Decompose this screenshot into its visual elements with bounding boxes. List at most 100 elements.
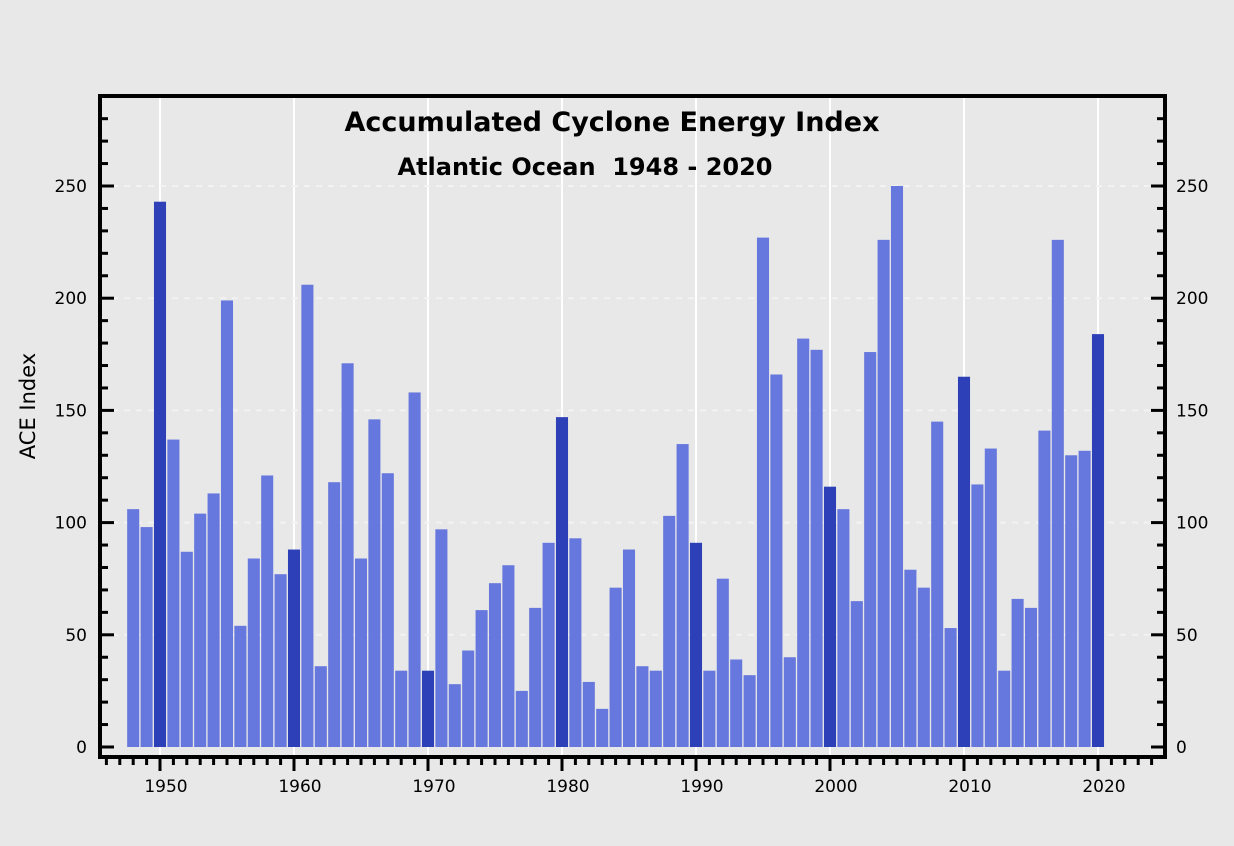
x-tick-label-2020: 2020: [1082, 777, 1125, 797]
right-y-tick-label-250: 250: [1176, 177, 1208, 197]
bar-1996: [770, 374, 783, 747]
left-y-tick-label-50: 50: [65, 626, 87, 646]
bar-1964: [341, 363, 354, 747]
bar-1986: [636, 666, 649, 747]
bar-2013: [998, 670, 1011, 747]
bar-1957: [247, 558, 260, 747]
bar-1999: [810, 349, 823, 747]
bar-1969: [408, 392, 421, 747]
bar-1995: [756, 237, 770, 747]
y-axis-label: ACE Index: [16, 353, 40, 459]
bar-1962: [314, 666, 327, 747]
x-tick-label-1990: 1990: [680, 777, 723, 797]
bar-2008: [931, 421, 944, 747]
bar-1977: [515, 690, 528, 747]
bar-1970: [421, 670, 435, 747]
left-y-ticks: 0 50 100 150 200 250: [55, 117, 114, 758]
bar-2010: [957, 376, 971, 747]
bar-1982: [582, 681, 595, 747]
plot-frame: [98, 94, 1167, 759]
bar-2015: [1024, 607, 1038, 747]
bar-2020: [1091, 334, 1105, 747]
bar-1990: [689, 542, 703, 747]
bar-2017: [1051, 239, 1064, 747]
bar-2004: [877, 239, 890, 747]
bar-1978: [529, 607, 542, 747]
left-y-tick-label-100: 100: [55, 514, 87, 534]
bar-1949: [140, 527, 153, 747]
bar-1954: [207, 493, 220, 747]
chart-subtitle: Atlantic Ocean 1948 - 2020: [398, 153, 773, 181]
bar-1961: [301, 284, 314, 747]
x-tick-label-1980: 1980: [546, 777, 589, 797]
right-y-tick-label-0: 0: [1176, 738, 1187, 758]
right-y-tick-label-50: 50: [1176, 626, 1198, 646]
bar-1948: [127, 509, 140, 747]
bar-1956: [234, 625, 247, 747]
bar-1981: [569, 538, 582, 747]
bar-1973: [462, 650, 475, 747]
bar-1971: [435, 529, 448, 747]
bar-1980: [555, 417, 569, 747]
bar-1967: [381, 473, 394, 747]
bar-1993: [730, 659, 743, 747]
bar-2011: [971, 484, 984, 747]
bar-1950: [153, 201, 167, 747]
bar-1975: [488, 583, 502, 747]
bar-1988: [663, 515, 676, 747]
bar-1955: [220, 300, 234, 747]
bar-1953: [194, 513, 207, 747]
bar-1960: [287, 549, 301, 747]
bar-2014: [1011, 598, 1024, 747]
bar-1966: [368, 419, 381, 747]
x-tick-label-1970: 1970: [412, 777, 455, 797]
x-tick-label-2010: 2010: [948, 777, 991, 797]
bar-2002: [850, 601, 863, 747]
bar-1974: [475, 610, 488, 747]
x-tick-label-1950: 1950: [144, 777, 187, 797]
x-tick-label-2000: 2000: [814, 777, 857, 797]
bar-1968: [395, 670, 408, 747]
bar-1998: [797, 338, 810, 747]
bar-1959: [274, 574, 287, 747]
left-y-tick-label-0: 0: [76, 738, 87, 758]
bar-1951: [167, 439, 180, 747]
right-y-tick-label-200: 200: [1176, 289, 1208, 309]
bar-1979: [542, 542, 555, 747]
left-y-tick-label-250: 250: [55, 177, 87, 197]
bar-1983: [596, 708, 609, 747]
x-ticks: 1950 1960 1970 1980 1990 2000 2010 2020: [104, 757, 1154, 797]
bars: [127, 186, 1105, 747]
bar-1992: [716, 578, 729, 747]
bar-1965: [354, 558, 368, 747]
bar-1972: [448, 684, 461, 747]
bar-1985: [622, 549, 636, 747]
bar-1987: [649, 670, 662, 747]
bar-2016: [1038, 430, 1051, 747]
bar-1989: [676, 444, 689, 747]
bar-2003: [864, 352, 877, 747]
bar-2006: [904, 569, 917, 747]
bar-2000: [823, 486, 837, 747]
bar-2009: [944, 628, 957, 747]
bar-1958: [261, 475, 274, 747]
x-tick-label-1960: 1960: [278, 777, 321, 797]
bar-2001: [837, 509, 850, 747]
bar-1991: [703, 670, 716, 747]
left-y-tick-label-200: 200: [55, 289, 87, 309]
left-y-tick-label-150: 150: [55, 401, 87, 421]
bar-1952: [180, 551, 193, 747]
bar-2019: [1078, 450, 1091, 747]
bar-1984: [609, 587, 622, 747]
bar-1994: [743, 675, 756, 747]
bar-1963: [328, 482, 341, 747]
bar-2007: [917, 587, 930, 747]
bar-2012: [984, 448, 997, 747]
bar-1976: [502, 565, 515, 747]
bar-2018: [1065, 455, 1078, 747]
bar-2005: [890, 186, 904, 747]
bar-1997: [783, 657, 796, 747]
right-y-ticks: 0 50 100 150 200 250: [1151, 117, 1208, 758]
chart-title: Accumulated Cyclone Energy Index: [344, 107, 879, 138]
